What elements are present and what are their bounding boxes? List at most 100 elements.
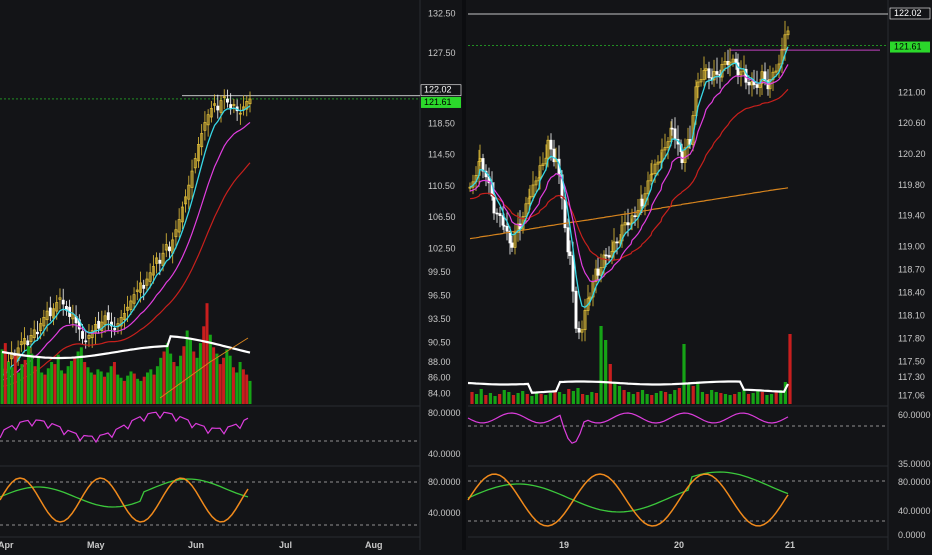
right-price-tick-label: 119.00 [898, 241, 925, 251]
left-volume-bar [208, 334, 212, 404]
right-stoch-k-line [467, 473, 789, 527]
right-price-tick-label: 118.10 [898, 311, 925, 321]
right-volume-bar [774, 392, 778, 404]
right-candle-body [552, 148, 556, 163]
right-rsi-tick-label: 60.0000 [898, 410, 931, 420]
left-volume-bar [185, 330, 189, 404]
right-volume-bar [599, 326, 603, 404]
right-volume-bar [521, 391, 525, 404]
left-candle-body [122, 313, 126, 321]
left-volume-bar [43, 374, 47, 404]
left-volume-bar [40, 372, 44, 404]
left-candle-body [135, 289, 139, 292]
right-candle-body [549, 139, 553, 150]
right-candle-body [586, 298, 590, 311]
right-time-tick-label: 21 [785, 540, 795, 550]
right-volume-bar [581, 394, 585, 404]
left-candle-body [193, 158, 197, 169]
right-candle-body [571, 255, 575, 292]
right-volume-bar [659, 391, 663, 404]
left-candle-body [106, 312, 110, 321]
right-volume-bar [557, 392, 562, 404]
left-candle-body [35, 331, 39, 335]
left-volume-bar [172, 362, 176, 404]
left-stoch-tick-label: 80.0000 [428, 477, 461, 487]
left-volume-bar [162, 351, 166, 404]
left-candle-body [177, 219, 181, 233]
right-candle-body [786, 30, 790, 36]
left-price-tick-label: 86.00 [428, 373, 451, 383]
left-volume-bar [159, 357, 163, 404]
left-price-tick-label: 99.50 [428, 267, 451, 277]
left-price-tick-label: 102.50 [428, 243, 456, 253]
left-candle-body [245, 101, 249, 110]
left-candle-body [232, 104, 236, 106]
right-candle-body [712, 71, 716, 81]
right-volume-bar [769, 394, 774, 404]
right-volume-bar [756, 391, 760, 404]
right-candle-body [524, 203, 528, 217]
left-volume-bar [60, 370, 64, 404]
right-stoch-tick-label: 80.0000 [898, 477, 931, 487]
right-volume-bar [516, 393, 520, 404]
left-volume-bar [76, 351, 80, 404]
right-volume-bar [668, 394, 672, 404]
left-ema-magenta-line [1, 121, 251, 381]
right-candle-body [510, 242, 514, 248]
right-candle-body [513, 232, 517, 248]
left-volume-bar [20, 364, 24, 404]
panel-divider[interactable] [462, 0, 466, 550]
left-candle-body [29, 335, 33, 342]
left-volume-bar [79, 347, 83, 404]
left-price-tick-label: 93.50 [428, 314, 451, 324]
left-candle-body [129, 300, 133, 310]
right-volume-bar [663, 392, 668, 404]
left-stoch-k-line [0, 477, 249, 523]
right-candle-body [546, 139, 550, 159]
left-volume-bar [152, 374, 156, 404]
left-volume-bar [26, 346, 30, 404]
left-volume-bar [13, 355, 17, 404]
right-candle-body [577, 327, 581, 333]
left-volume-bar [212, 347, 216, 404]
left-candle-body [248, 98, 252, 105]
left-volume-bar [119, 377, 123, 404]
left-volume-bar [198, 343, 202, 404]
left-candle-body [23, 338, 26, 345]
left-volume-bar [109, 366, 113, 404]
right-volume-bar [645, 394, 649, 404]
left-candle-body [142, 284, 146, 289]
right-candle-body [653, 163, 657, 175]
right-candle-body [615, 241, 619, 244]
left-chart-panel: 132.50 127.50 118.50 114.50 110.50 106.50 102.… [0, 0, 462, 550]
right-candle-body [588, 296, 592, 300]
left-candle-body [139, 282, 142, 293]
right-candle-body [739, 71, 743, 76]
right-candle-body [568, 251, 572, 256]
right-volume-bar [548, 393, 552, 404]
left-candle-body [103, 315, 107, 325]
right-volume-bar [719, 393, 723, 404]
right-volume-bar [705, 394, 709, 404]
left-candle-body [71, 313, 75, 320]
left-price-tick-label: 84.00 [428, 388, 451, 398]
left-rsi-line [0, 411, 249, 444]
right-candle-body [495, 212, 499, 215]
left-price-tag-label: 122.02 [424, 85, 452, 95]
left-volume-bar [215, 353, 219, 404]
right-volume-bar [751, 393, 755, 404]
left-volume-bar [69, 360, 73, 404]
right-candle-body [498, 213, 502, 217]
left-candle-body [42, 317, 46, 327]
right-volume-bar [475, 394, 479, 404]
right-price-tick-label: 120.20 [898, 149, 926, 159]
right-ema-red-line [469, 88, 789, 262]
left-time-tick-label: Jul [279, 540, 292, 550]
left-candle-body [48, 307, 52, 317]
left-volume-bar [112, 362, 116, 404]
right-candle-body [478, 158, 482, 162]
right-candle-body [574, 290, 578, 329]
left-volume-bar [7, 362, 11, 404]
right-candle-body [633, 215, 637, 218]
